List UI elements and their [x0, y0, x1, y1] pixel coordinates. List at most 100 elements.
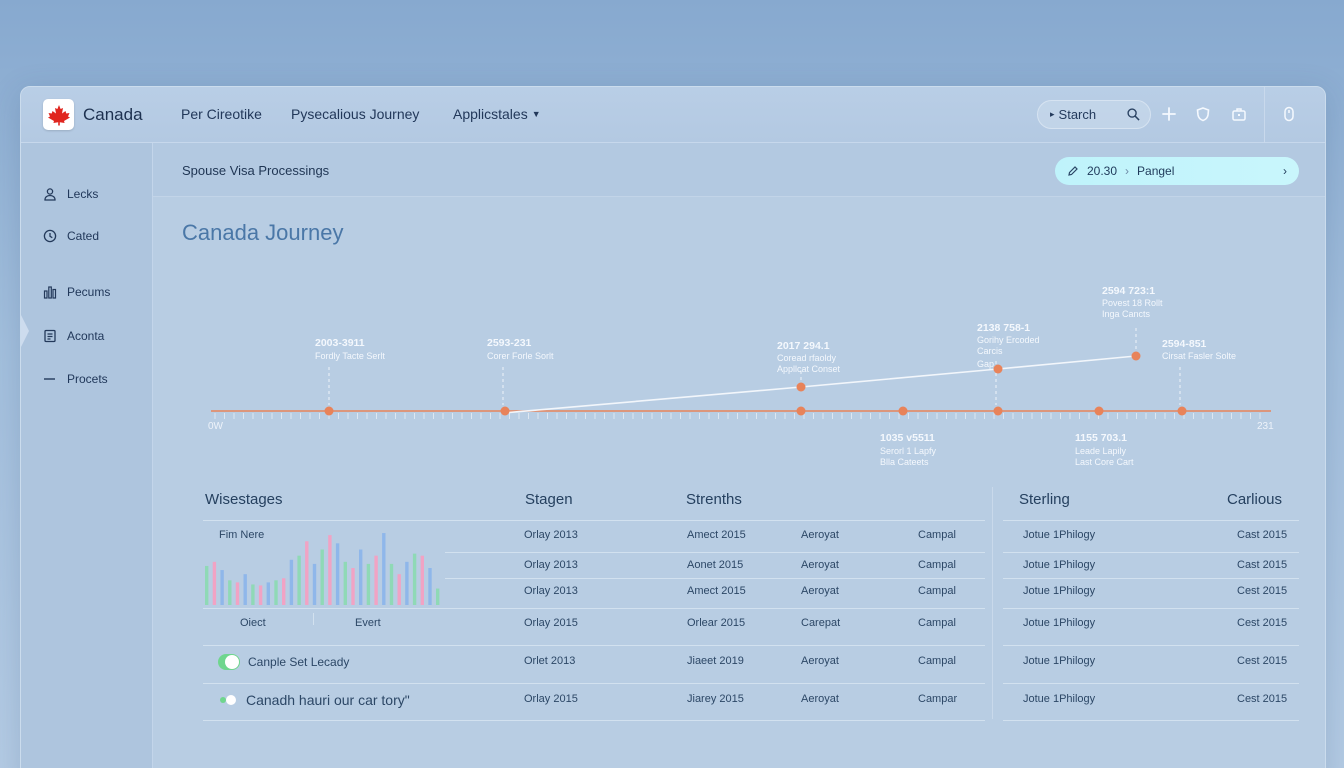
toggle-switch[interactable] [218, 654, 240, 670]
table-header[interactable]: Sterling [1019, 491, 1070, 508]
mini-chart-bar [251, 584, 255, 605]
chart-header: Fim Nere [219, 529, 265, 541]
timeline-dot [898, 406, 908, 416]
table-cell: Carepat [801, 617, 841, 629]
row-divider [203, 720, 985, 721]
milestone-desc: Gorihy Ercoded [977, 335, 1040, 345]
milestone-desc: Serorl 1 Lapfy [880, 446, 937, 456]
sub-header: Spouse Visa Processings 20.30 › Pangel › [153, 143, 1325, 197]
nav-link-applicstales[interactable]: Applicstales ▼ [453, 106, 541, 122]
row-divider [1003, 645, 1299, 646]
mini-chart-bar [382, 533, 386, 605]
nav-link-journey[interactable]: Pysecalious Journey [291, 106, 420, 122]
table-cell: Orlay 2013 [524, 529, 578, 541]
sidebar-active-marker [21, 311, 29, 351]
table-cell: Orlay 2013 [524, 585, 578, 597]
mini-chart-bar [297, 555, 301, 605]
sidebar-item-label: Procets [67, 372, 108, 386]
row-divider [203, 608, 985, 609]
mini-bar-chart [205, 533, 440, 605]
chevron-right-icon: › [1125, 164, 1130, 178]
row-divider [203, 645, 985, 646]
table-header[interactable]: Wisestages [205, 491, 283, 508]
chart-footer-label: Oiect [240, 617, 266, 629]
table-cell: Campal [918, 655, 956, 667]
breadcrumb[interactable]: Spouse Visa Processings [182, 163, 330, 178]
bar-chart-icon [43, 286, 57, 299]
mini-chart-bar [320, 549, 324, 605]
mini-chart-bar [359, 549, 363, 605]
timeline-connectors [328, 328, 1181, 405]
timeline-dot [1131, 351, 1141, 361]
table-cell: Jotue 1Philogy [1023, 559, 1096, 571]
toggle-switch[interactable] [218, 695, 238, 705]
mini-chart-bar [374, 555, 378, 605]
brand[interactable]: Canada [43, 99, 143, 130]
timeline-dot [1094, 406, 1104, 416]
table-cell: Campal [918, 617, 956, 629]
timeline-dots [324, 351, 1187, 416]
sidebar-item-lecks[interactable]: Lecks [43, 187, 98, 201]
search-icon [1127, 108, 1140, 121]
briefcase-icon[interactable] [1229, 104, 1249, 124]
milestone-date: 2594-851 [1162, 338, 1207, 350]
milestone-desc: Corer Forle Sorlt [487, 351, 554, 361]
table-cell: Cest 2015 [1237, 617, 1288, 629]
milestone-desc: Povest 18 Rollt [1102, 298, 1163, 308]
mini-chart-bar [389, 563, 394, 605]
timeline-dot [324, 406, 334, 416]
table-cell: Cest 2015 [1237, 693, 1288, 705]
mini-chart-bar [312, 563, 317, 605]
shield-icon[interactable] [1193, 104, 1213, 124]
table-header[interactable]: Strenths [686, 491, 742, 508]
mouse-icon[interactable] [1279, 104, 1299, 124]
table-cell: Cast 2015 [1237, 529, 1288, 541]
row-divider [445, 552, 985, 553]
mini-chart-bar [205, 565, 209, 605]
pencil-icon [1068, 166, 1078, 176]
row-divider [1003, 578, 1299, 579]
table-cell: Cest 2015 [1237, 585, 1288, 597]
sidebar-item-aconta[interactable]: Aconta [43, 329, 104, 343]
table-cell: Aeroyat [801, 585, 839, 597]
table-header[interactable]: Stagen [525, 491, 573, 508]
table-cell: Jiarey 2015 [687, 693, 744, 705]
sidebar-item-pecums[interactable]: Pecums [43, 285, 110, 299]
arrow-right-icon: › [1283, 164, 1287, 178]
milestone-date: 1155 703.1 [1075, 432, 1127, 444]
mini-chart-bar [397, 574, 401, 605]
table-cell: Aeroyat [801, 529, 839, 541]
chart-footer-divider [313, 613, 314, 625]
row-divider [203, 683, 985, 684]
cursor-icon: ▸ [1050, 109, 1055, 119]
plus-icon[interactable] [1159, 104, 1179, 124]
nav-link-cireotike[interactable]: Per Cireotike [181, 106, 262, 122]
status-pill[interactable]: 20.30 › Pangel › [1055, 157, 1299, 185]
milestone-desc: Coread rfaoldy [777, 353, 837, 363]
mini-chart-bar [335, 543, 340, 605]
table-cell: Jotue 1Philogy [1023, 617, 1096, 629]
table-cell: Orlet 2013 [524, 655, 576, 667]
sidebar-item-cated[interactable]: Cated [43, 229, 99, 243]
row-divider [1003, 720, 1299, 721]
clock-icon [43, 229, 57, 243]
milestone-desc: Leade Lapily [1075, 446, 1127, 456]
table-cell: Jotue 1Philogy [1023, 585, 1096, 597]
sidebar-item-label: Cated [67, 229, 100, 243]
table-cell: Jiaeet 2019 [687, 655, 744, 667]
dash-icon [44, 378, 55, 380]
table-cell: Amect 2015 [687, 585, 746, 597]
milestone-desc: Carcis [977, 346, 1003, 356]
timeline-dot [796, 406, 806, 416]
table-cell: Orlay 2015 [524, 617, 578, 629]
topbar-divider [1264, 87, 1265, 143]
milestone-date: 2017 294.1 [777, 340, 830, 352]
table-cell: Aeroyat [801, 655, 839, 667]
sidebar: Lecks Cated Pecums Aconta Procets [21, 143, 153, 768]
table-header[interactable]: Carlious [1227, 491, 1283, 508]
search-input[interactable]: ▸ Starch [1037, 100, 1151, 129]
milestone-date: 2003-3911 [315, 337, 365, 349]
mini-chart-bar [405, 561, 409, 605]
sidebar-item-procets[interactable]: Procets [43, 372, 108, 386]
table-cell: Jotue 1Philogy [1023, 655, 1096, 667]
